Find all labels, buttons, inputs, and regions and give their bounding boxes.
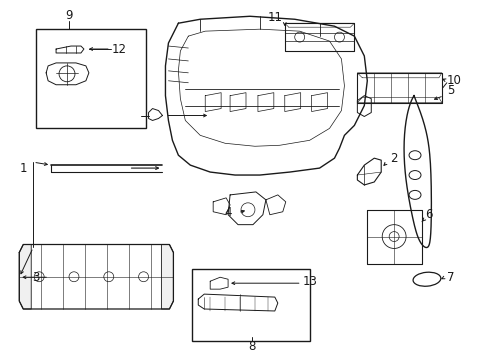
Polygon shape	[161, 244, 173, 309]
Text: 2: 2	[389, 152, 397, 165]
Text: 9: 9	[65, 9, 73, 22]
Text: 8: 8	[248, 340, 255, 353]
Text: 5: 5	[446, 84, 453, 97]
Text: 1: 1	[20, 162, 27, 175]
Text: 4: 4	[224, 206, 231, 219]
Text: 12: 12	[111, 42, 126, 55]
Text: 10: 10	[446, 74, 460, 87]
Bar	[36, 29, 145, 129]
Text: 3: 3	[32, 271, 40, 284]
Text: 6: 6	[425, 208, 432, 221]
Text: 13: 13	[302, 275, 316, 288]
Text: 11: 11	[267, 11, 282, 24]
Polygon shape	[19, 244, 31, 309]
Text: 7: 7	[446, 271, 454, 284]
Bar	[192, 269, 309, 341]
